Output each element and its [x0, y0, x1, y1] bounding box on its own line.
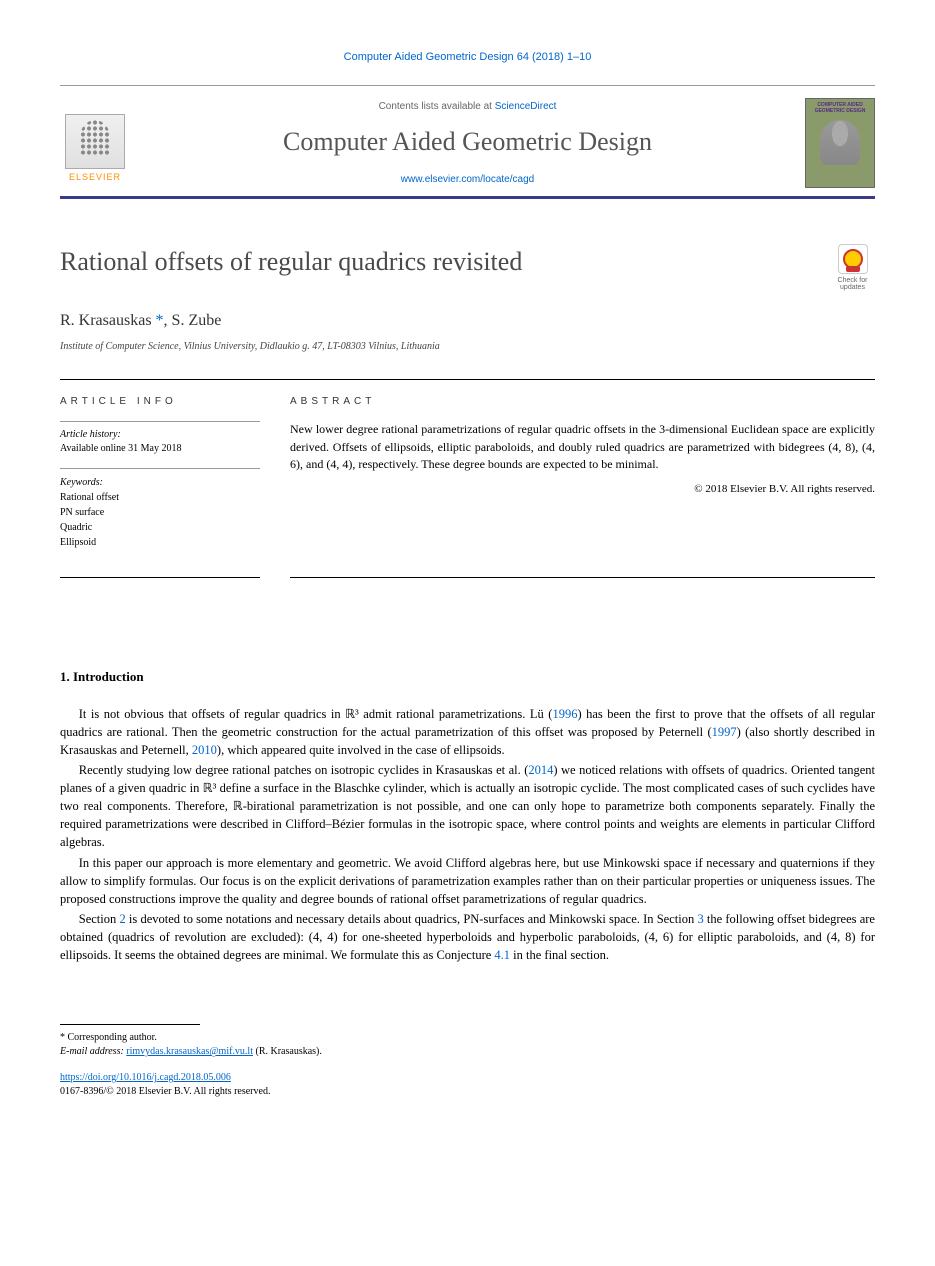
- history-date: Available online 31 May 2018: [60, 442, 260, 456]
- corr-author-text: Corresponding author.: [68, 1032, 157, 1043]
- footnote-star-icon: *: [60, 1032, 65, 1043]
- corresponding-star-icon[interactable]: *: [156, 312, 164, 329]
- conjecture-link[interactable]: 4.1: [494, 948, 510, 962]
- article-info-label: ARTICLE INFO: [60, 395, 260, 409]
- para-text: Recently studying low degree rational pa…: [79, 763, 529, 777]
- para-text: ), which appeared quite involved in the …: [217, 743, 505, 757]
- check-updates-label: Check for updates: [830, 277, 875, 292]
- abstract-text: New lower degree rational parametrizatio…: [290, 421, 875, 473]
- email-footnote: E-mail address: rimvydas.krasauskas@mif.…: [60, 1045, 875, 1059]
- affiliation: Institute of Computer Science, Vilnius U…: [60, 340, 875, 354]
- title-row: Rational offsets of regular quadrics rev…: [60, 244, 875, 292]
- history-label: Article history:: [60, 428, 260, 442]
- abstract-label: ABSTRACT: [290, 395, 875, 409]
- publisher-name: ELSEVIER: [69, 171, 121, 184]
- keywords-block: Keywords: Rational offset PN surface Qua…: [60, 468, 260, 550]
- article-history-block: Article history: Available online 31 May…: [60, 421, 260, 456]
- journal-cover-thumbnail[interactable]: COMPUTER AIDED GEOMETRIC DESIGN: [805, 98, 875, 188]
- intro-para-1: It is not obvious that offsets of regula…: [60, 705, 875, 759]
- citation-link[interactable]: 2010: [192, 743, 217, 757]
- contents-available-line: Contents lists available at ScienceDirec…: [145, 100, 790, 114]
- citation-link[interactable]: 1997: [712, 725, 737, 739]
- doi-block: https://doi.org/10.1016/j.cagd.2018.05.0…: [60, 1071, 875, 1099]
- journal-name: Computer Aided Geometric Design: [145, 124, 790, 160]
- header-center: Contents lists available at ScienceDirec…: [145, 100, 790, 186]
- journal-header-band: ELSEVIER Contents lists available at Sci…: [60, 85, 875, 199]
- abstract-column: ABSTRACT New lower degree rational param…: [290, 395, 875, 578]
- footnote-separator: [60, 1024, 200, 1025]
- corresponding-author-footnote: * Corresponding author.: [60, 1031, 875, 1045]
- issn-copyright-line: 0167-8396/© 2018 Elsevier B.V. All right…: [60, 1086, 270, 1097]
- info-abstract-row: ARTICLE INFO Article history: Available …: [60, 379, 875, 578]
- citation-link[interactable]: 1996: [552, 707, 577, 721]
- crossmark-icon: [838, 244, 868, 274]
- intro-para-2: Recently studying low degree rational pa…: [60, 761, 875, 852]
- authors-line: R. Krasauskas *, S. Zube: [60, 310, 875, 332]
- contents-prefix: Contents lists available at: [379, 101, 495, 112]
- para-text: in the final section.: [510, 948, 609, 962]
- article-title: Rational offsets of regular quadrics rev…: [60, 244, 522, 280]
- section-1-heading: 1. Introduction: [60, 668, 875, 686]
- para-text: is devoted to some notations and necessa…: [126, 912, 698, 926]
- keyword-item: PN surface: [60, 505, 260, 520]
- article-info-column: ARTICLE INFO Article history: Available …: [60, 395, 260, 578]
- cover-title-text: COMPUTER AIDED GEOMETRIC DESIGN: [810, 103, 870, 114]
- citation-link[interactable]: 2014: [528, 763, 553, 777]
- page-container: Computer Aided Geometric Design 64 (2018…: [0, 0, 935, 1149]
- publisher-logo[interactable]: ELSEVIER: [60, 103, 130, 183]
- elsevier-tree-icon: [65, 114, 125, 169]
- journal-homepage-link[interactable]: www.elsevier.com/locate/cagd: [145, 173, 790, 187]
- author-1[interactable]: R. Krasauskas: [60, 312, 152, 329]
- para-text: Section: [79, 912, 120, 926]
- sciencedirect-link[interactable]: ScienceDirect: [495, 101, 557, 112]
- author-email-link[interactable]: rimvydas.krasauskas@mif.vu.lt: [126, 1046, 253, 1057]
- top-citation[interactable]: Computer Aided Geometric Design 64 (2018…: [60, 50, 875, 65]
- keyword-item: Ellipsoid: [60, 535, 260, 550]
- doi-link[interactable]: https://doi.org/10.1016/j.cagd.2018.05.0…: [60, 1072, 231, 1083]
- intro-para-4: Section 2 is devoted to some notations a…: [60, 910, 875, 964]
- check-updates-badge[interactable]: Check for updates: [830, 244, 875, 292]
- intro-para-3: In this paper our approach is more eleme…: [60, 854, 875, 908]
- para-text: It is not obvious that offsets of regula…: [79, 707, 553, 721]
- author-2[interactable]: S. Zube: [172, 312, 222, 329]
- abstract-copyright: © 2018 Elsevier B.V. All rights reserved…: [290, 482, 875, 497]
- keyword-item: Rational offset: [60, 490, 260, 505]
- email-label: E-mail address:: [60, 1046, 126, 1057]
- keywords-label: Keywords:: [60, 475, 260, 490]
- cover-graphic-icon: [820, 120, 860, 165]
- email-suffix: (R. Krasauskas).: [253, 1046, 322, 1057]
- keyword-item: Quadric: [60, 520, 260, 535]
